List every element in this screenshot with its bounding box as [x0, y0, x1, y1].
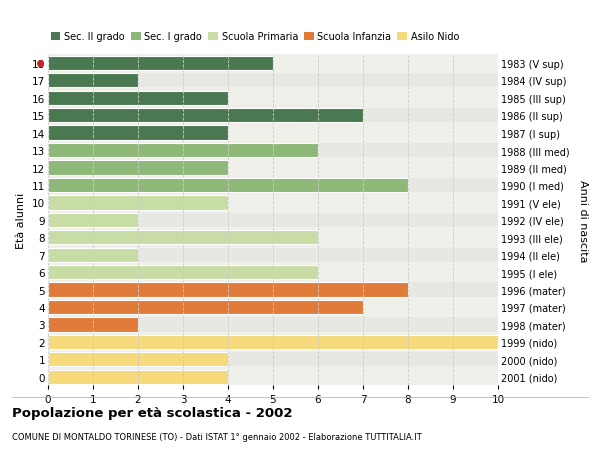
Bar [48, 196, 228, 210]
Bar [48, 56, 498, 71]
Bar [48, 335, 498, 349]
Text: COMUNE DI MONTALDO TORINESE (TO) - Dati ISTAT 1° gennaio 2002 - Elaborazione TUT: COMUNE DI MONTALDO TORINESE (TO) - Dati … [12, 432, 422, 442]
Y-axis label: Età alunni: Età alunni [16, 192, 26, 248]
Bar [48, 144, 318, 158]
Bar [48, 318, 138, 332]
Bar [48, 179, 408, 193]
Bar [48, 335, 498, 349]
Bar [48, 126, 498, 140]
Bar [48, 230, 318, 245]
Bar [48, 109, 498, 123]
Bar [48, 248, 138, 262]
Bar [48, 353, 228, 367]
Bar [48, 74, 138, 88]
Bar [48, 283, 498, 297]
Bar [48, 265, 318, 280]
Bar [48, 91, 228, 106]
Bar [48, 230, 498, 245]
Bar [48, 300, 363, 314]
Bar [48, 318, 498, 332]
Bar [48, 300, 498, 314]
Bar [48, 56, 273, 71]
Bar [48, 126, 228, 140]
Bar [48, 353, 498, 367]
Bar [48, 196, 498, 210]
Bar [48, 179, 498, 193]
Bar [48, 248, 498, 262]
Bar [48, 213, 138, 228]
Bar [48, 370, 228, 384]
Bar [48, 370, 498, 384]
Legend: Sec. II grado, Sec. I grado, Scuola Primaria, Scuola Infanzia, Asilo Nido: Sec. II grado, Sec. I grado, Scuola Prim… [49, 30, 461, 44]
Bar [48, 161, 498, 175]
Bar [48, 265, 498, 280]
Bar [48, 283, 408, 297]
Bar [48, 213, 498, 228]
Bar [48, 109, 363, 123]
Text: Popolazione per età scolastica - 2002: Popolazione per età scolastica - 2002 [12, 406, 293, 419]
Bar [48, 144, 498, 158]
Bar [48, 91, 498, 106]
Bar [48, 161, 228, 175]
Y-axis label: Anni di nascita: Anni di nascita [578, 179, 588, 262]
Bar [48, 74, 498, 88]
